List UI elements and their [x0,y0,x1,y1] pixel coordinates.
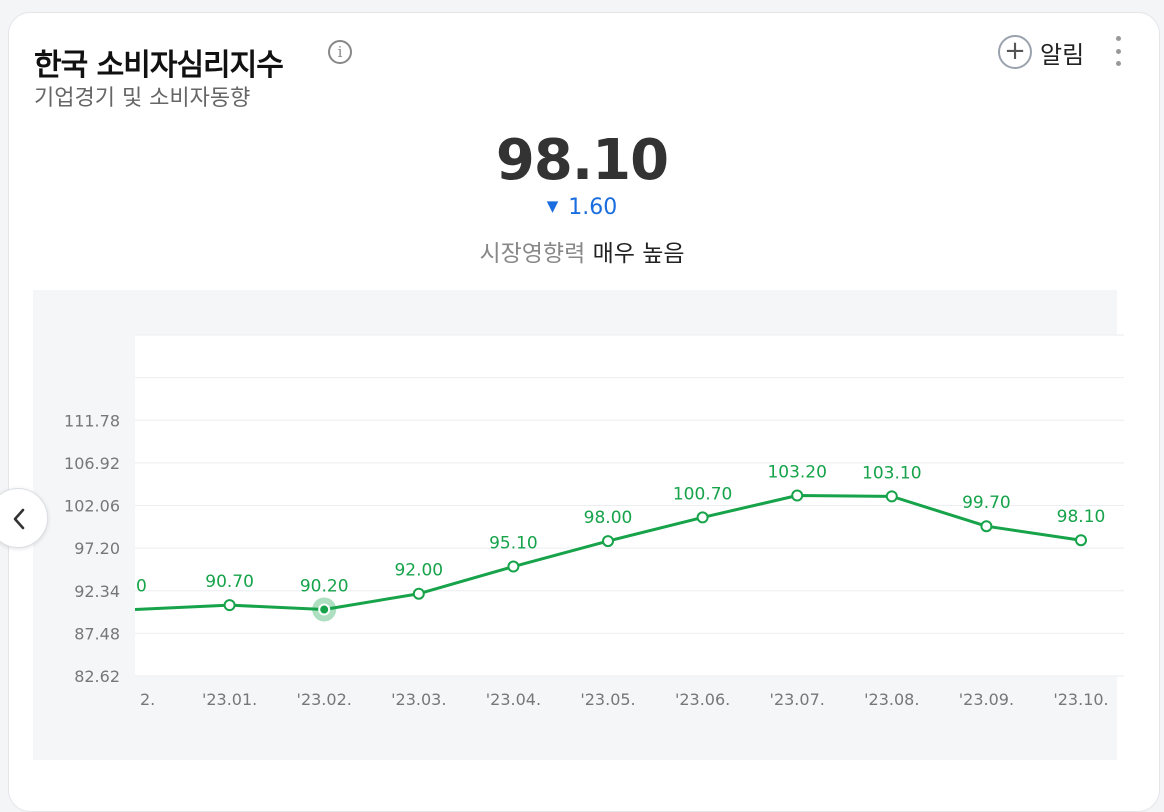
y-tick-label: 102.06 [64,497,120,516]
data-point [223,599,236,612]
data-point [791,489,804,502]
chevron-left-icon [13,508,25,530]
x-tick-label: '23.08. [864,690,919,709]
y-tick-label: 92.34 [74,582,120,601]
x-tick-label: '23.01. [202,690,257,709]
data-label: 0 [136,577,147,597]
down-triangle-icon: ▼ [546,197,559,215]
data-label: 103.10 [862,463,921,483]
y-tick-label: 106.92 [64,454,120,473]
data-label: 100.70 [673,484,732,504]
plus-icon: + [998,35,1032,69]
info-icon[interactable]: i [328,40,352,64]
y-tick-label: 97.20 [74,539,120,558]
data-point [696,511,709,524]
category-subtitle[interactable]: 기업경기 및 소비자동향 [34,86,251,111]
data-label: 99.70 [962,493,1011,513]
line-chart: 82.62 87.48 92.34 97.20 102.06 106.92 111.78 2.… [64,334,1124,709]
x-tick-label: 2. [140,690,155,709]
data-point [602,535,614,548]
data-point [412,587,425,600]
x-tick-label: '23.03. [391,690,446,709]
x-tick-label: '23.02. [297,690,352,709]
y-tick-label: 82.62 [74,667,120,686]
previous-button[interactable] [0,488,48,548]
x-tick-label: '23.04. [486,690,541,709]
x-tick-label: '23.06. [675,690,730,709]
data-label: 90.20 [300,577,349,597]
data-label: 98.00 [584,508,633,528]
data-point [318,603,331,616]
data-label: 95.10 [489,534,538,554]
influence-label: 시장영향력 [479,241,586,267]
data-point [980,520,993,533]
page-title: 한국 소비자심리지수 [34,48,284,83]
change-indicator: ▼ 1.60 [0,195,1164,220]
data-label: 90.70 [205,572,254,592]
x-tick-label: '23.07. [770,690,825,709]
data-point [885,490,898,503]
y-tick-label: 111.78 [64,411,120,430]
market-influence: 시장영향력 매우 높음 [0,234,1164,268]
alarm-label: 알림 [1040,40,1085,69]
more-options-icon[interactable] [1110,36,1126,66]
current-value: 98.10 [495,128,669,193]
x-tick-label: '23.10. [1053,690,1108,709]
y-tick-label: 87.48 [74,624,120,643]
influence-value: 매우 높음 [592,241,685,267]
alarm-button[interactable]: + 알림 [998,34,1084,70]
x-tick-label: '23.05. [580,690,635,709]
x-tick-label: '23.09. [959,690,1014,709]
summary-block: 98.10 ▼ 1.60 시장영향력 매우 높음 [0,128,1164,268]
data-label: 92.00 [394,561,443,581]
data-point [1075,534,1087,547]
data-label: 103.20 [767,463,826,483]
change-value: 1.60 [568,195,618,220]
data-point [507,560,520,573]
data-label: 98.10 [1057,507,1106,527]
